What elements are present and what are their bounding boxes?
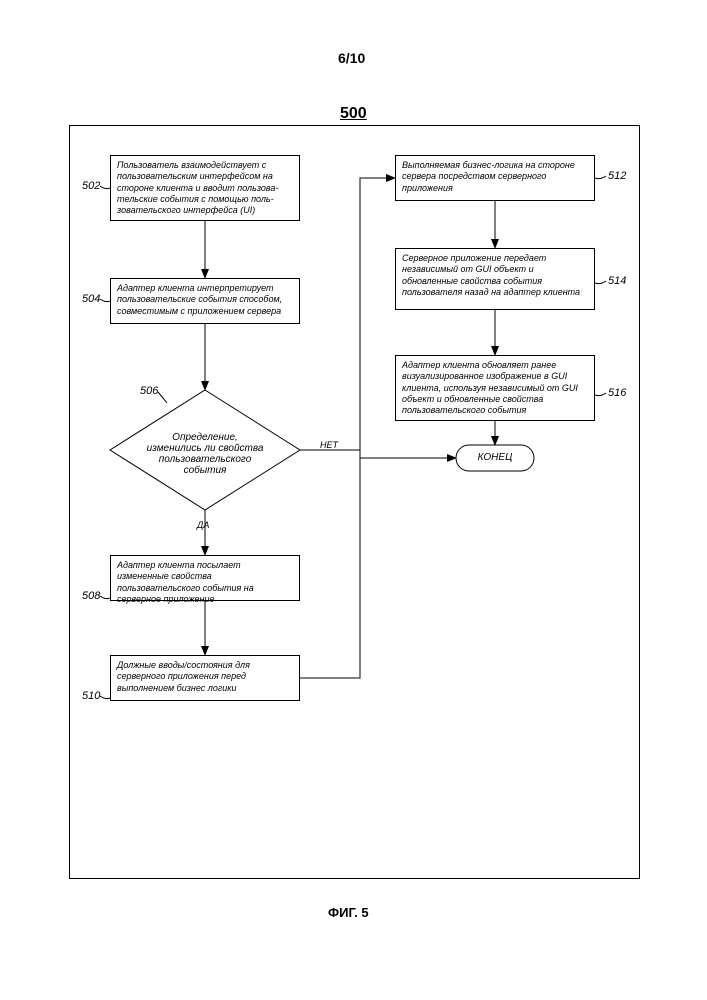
node-516: Адаптер клиента обновляет ранее визуализ… <box>395 355 595 421</box>
ref-508: 508 <box>82 590 100 602</box>
node-504: Адаптер клиента интерпретирует пользоват… <box>110 278 300 324</box>
ref-506: 506 <box>140 385 158 397</box>
node-502: Пользователь взаимодействует с пользоват… <box>110 155 300 221</box>
figure-caption: ФИГ. 5 <box>328 905 369 920</box>
node-514: Серверное приложение передает независимы… <box>395 248 595 310</box>
label-no: НЕТ <box>320 440 338 450</box>
ref-516: 516 <box>608 387 626 399</box>
ref-510: 510 <box>82 690 100 702</box>
node-506-label: Определение, изменились ли свойства поль… <box>145 432 265 476</box>
connectors-layer <box>0 0 707 1000</box>
ref-512: 512 <box>608 170 626 182</box>
node-508: Адаптер клиента посылает измененные свой… <box>110 555 300 601</box>
ref-502: 502 <box>82 180 100 192</box>
terminator-end-label: КОНЕЦ <box>456 445 534 471</box>
node-512: Выполняемая бизнес-логика на стороне сер… <box>395 155 595 201</box>
ref-504: 504 <box>82 293 100 305</box>
label-yes: ДА <box>197 520 209 530</box>
page: 6/10 500 <box>0 0 707 1000</box>
node-510: Должные вводы/состояния для серверного п… <box>110 655 300 701</box>
ref-514: 514 <box>608 275 626 287</box>
